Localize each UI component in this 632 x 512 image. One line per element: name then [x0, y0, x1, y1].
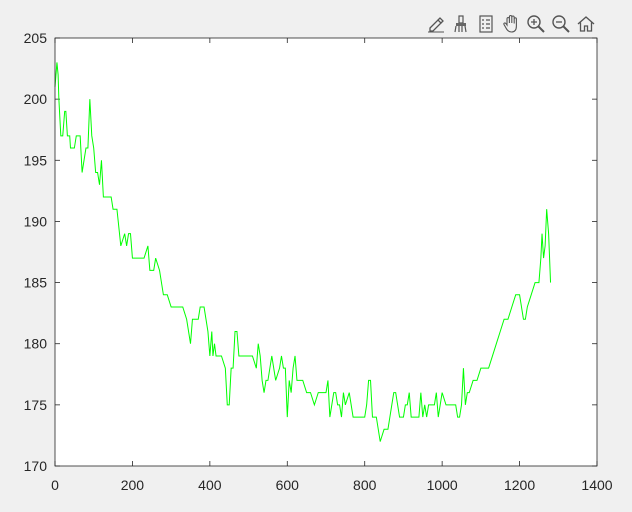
x-tick-label: 400	[198, 477, 222, 493]
x-tick-label: 1000	[427, 477, 458, 493]
x-tick-label: 1200	[504, 477, 535, 493]
legend-icon[interactable]	[474, 12, 498, 36]
x-tick-label: 600	[276, 477, 300, 493]
x-tick-label: 200	[121, 477, 145, 493]
y-tick-label: 180	[24, 336, 48, 352]
x-tick-label: 0	[51, 477, 59, 493]
edit-plot-icon[interactable]	[424, 12, 448, 36]
y-tick-label: 205	[24, 30, 48, 46]
brush-icon[interactable]	[449, 12, 473, 36]
x-tick-label: 1400	[581, 477, 612, 493]
zoom-in-icon[interactable]	[524, 12, 548, 36]
x-tick-label: 800	[353, 477, 377, 493]
y-tick-label: 200	[24, 91, 48, 107]
series-line	[54, 62, 552, 442]
plot-area	[55, 38, 597, 466]
home-icon[interactable]	[574, 12, 598, 36]
y-tick-label: 185	[24, 275, 48, 291]
y-tick-label: 195	[24, 152, 48, 168]
zoom-out-icon[interactable]	[549, 12, 573, 36]
figure-toolbar	[424, 12, 598, 36]
y-tick-label: 170	[24, 458, 48, 474]
y-tick-label: 190	[24, 213, 48, 229]
axes-frame	[54, 37, 598, 467]
y-tick-label: 175	[24, 397, 48, 413]
pan-icon[interactable]	[499, 12, 523, 36]
x-axis-ticks: 0 200 400 600 800 1000 1200 1400	[51, 38, 613, 493]
